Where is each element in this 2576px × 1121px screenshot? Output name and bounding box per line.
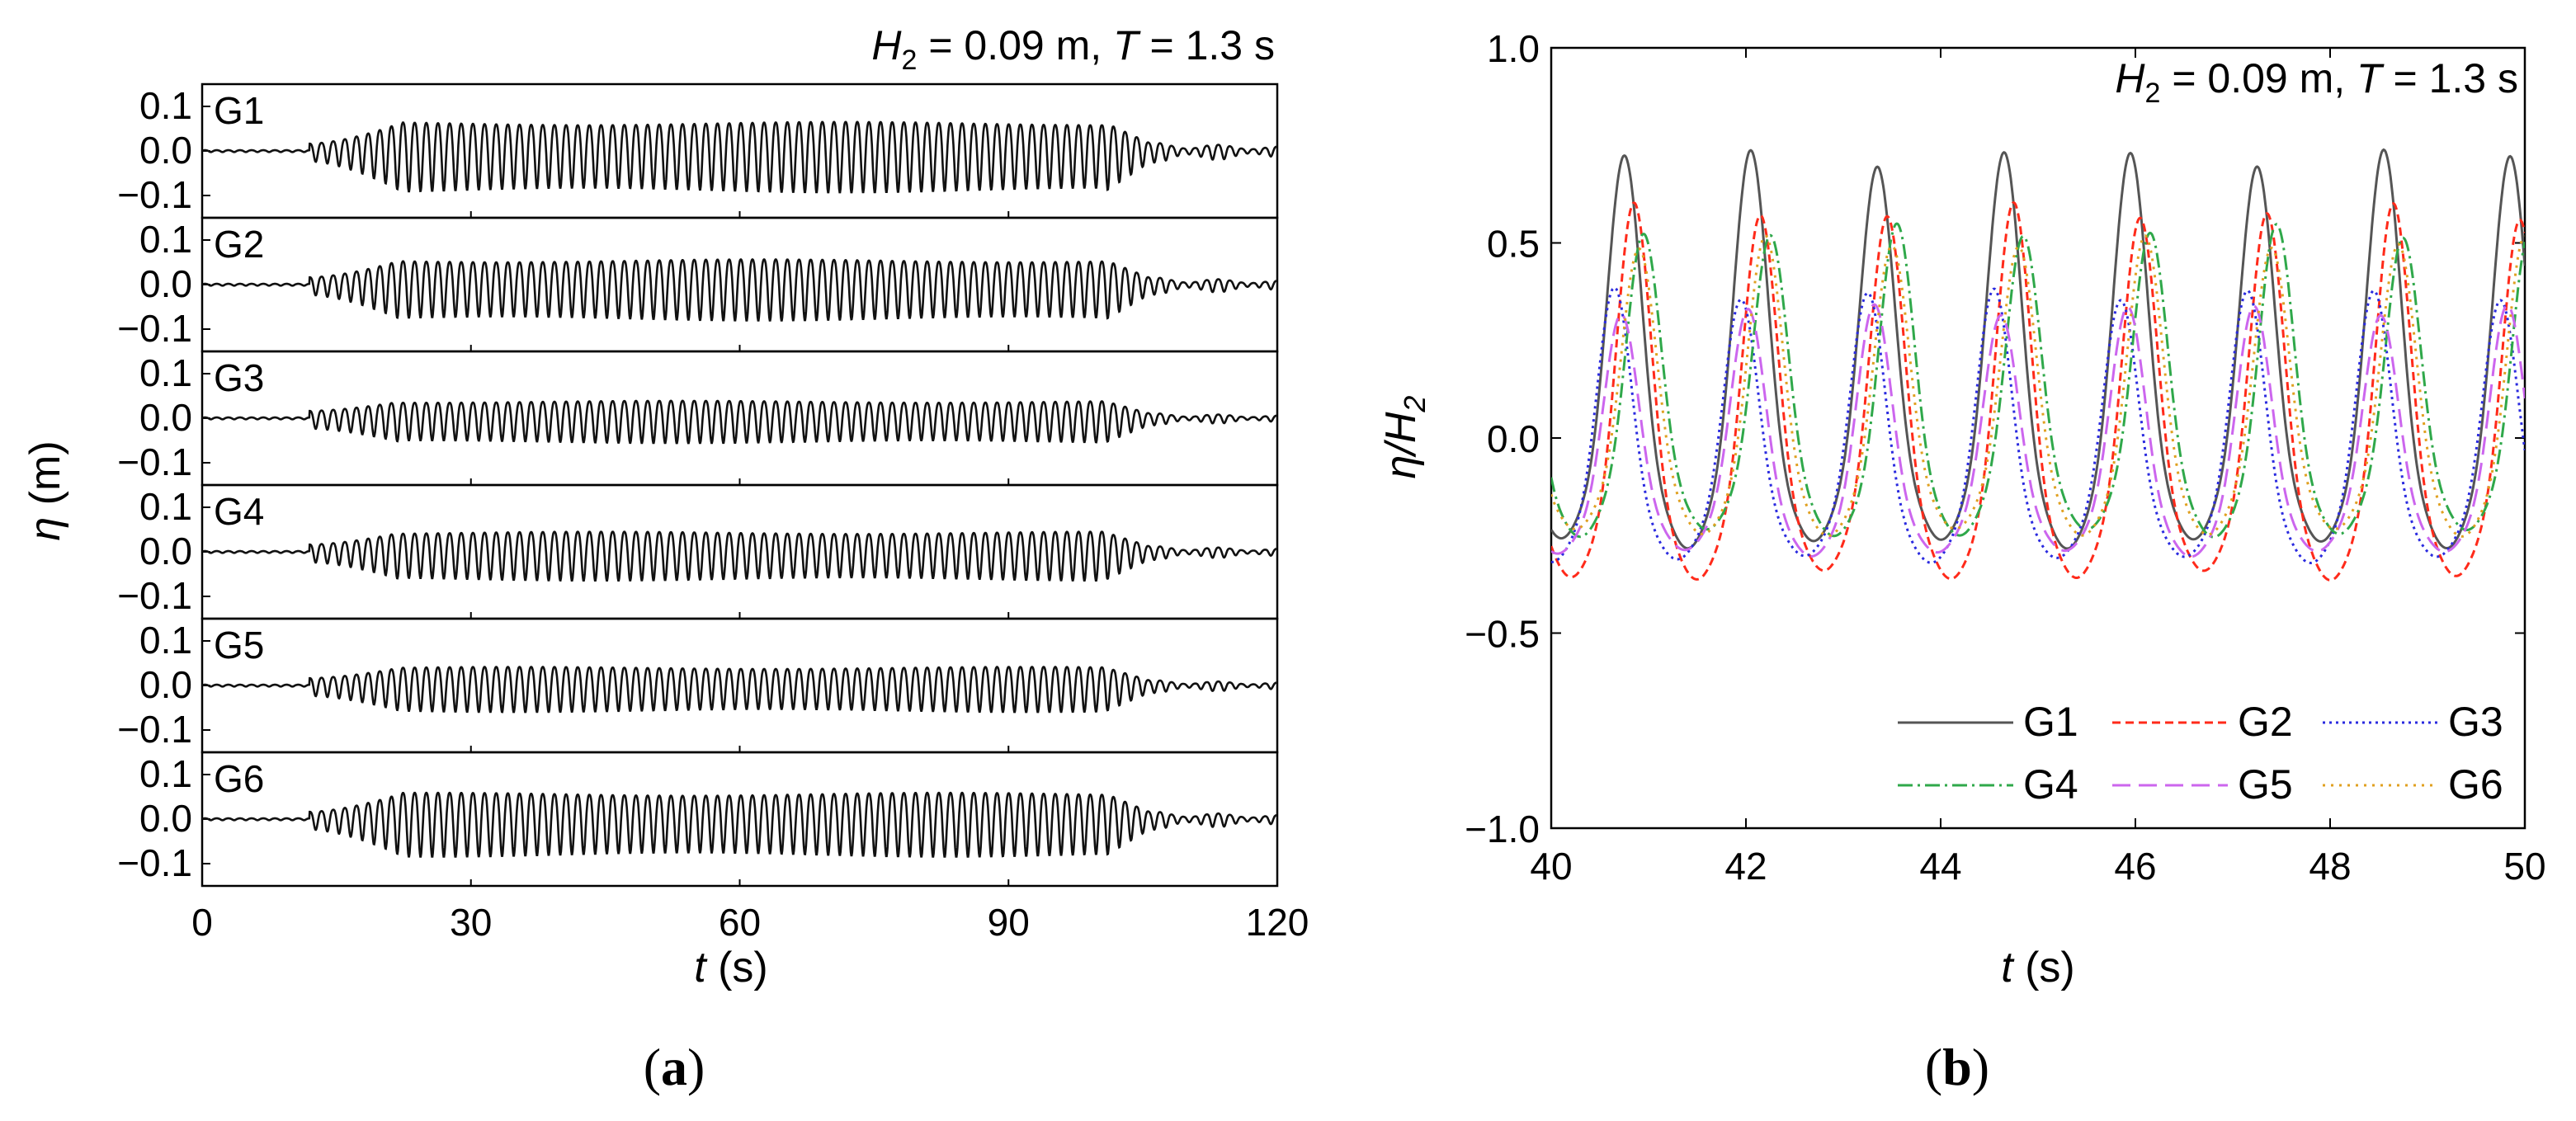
y-tick-label: 0.0 xyxy=(139,797,192,840)
panel-a-x-ticks: 0 30 60 90 120 xyxy=(191,901,1309,944)
x-tick-label: 30 xyxy=(450,901,492,944)
y-tick-label: 0.1 xyxy=(139,619,192,662)
y-tick-label: 0.1 xyxy=(139,218,192,261)
y-tick-label: −0.5 xyxy=(1465,613,1540,656)
gauge-label: G4 xyxy=(214,490,264,533)
y-tick-label: 0.1 xyxy=(139,351,192,394)
gauge-label: G1 xyxy=(214,89,264,132)
gauge-trace-g3 xyxy=(201,399,1278,445)
panel-b-caption: (b) xyxy=(1925,1038,1989,1096)
y-tick-label: −0.1 xyxy=(117,841,192,884)
y-tick-label: 0.0 xyxy=(139,396,192,439)
panel-a-x-axis-label: t (s) xyxy=(694,944,768,991)
legend-entry-g6: G6 xyxy=(2323,761,2503,808)
gauge-label: G2 xyxy=(214,223,264,266)
legend-entry-g2: G2 xyxy=(2112,699,2293,745)
y-tick-label: 0.5 xyxy=(1487,223,1540,266)
panel-a-subplots: 0.10.0−0.1G10.10.0−0.1G20.10.0−0.1G30.10… xyxy=(117,82,1279,888)
legend-label: G1 xyxy=(2023,699,2078,745)
panel-b-series xyxy=(1551,148,2525,582)
y-tick-label: −1.0 xyxy=(1465,808,1540,850)
panel-b-annotation: H2 = 0.09 m, T = 1.3 s xyxy=(2115,55,2518,109)
series-line-g5 xyxy=(1551,303,2525,558)
legend-label: G4 xyxy=(2023,761,2078,808)
y-tick-label: 0.1 xyxy=(139,752,192,795)
legend-label: G6 xyxy=(2448,761,2503,808)
y-tick-label: 0.1 xyxy=(139,84,192,127)
series-line-g4 xyxy=(1551,222,2525,539)
legend-entry-g5: G5 xyxy=(2112,761,2293,808)
legend-label: G3 xyxy=(2448,699,2503,745)
y-tick-label: 1.0 xyxy=(1487,27,1540,70)
panel-a-caption: (a) xyxy=(644,1038,705,1096)
legend-label: G2 xyxy=(2238,699,2293,745)
y-tick-label: −0.1 xyxy=(117,307,192,350)
gauge-trace-g4 xyxy=(201,530,1278,582)
gauge-trace-g2 xyxy=(201,258,1278,322)
x-tick-label: 90 xyxy=(988,901,1030,944)
subplot-g5: 0.10.0−0.1 G5 xyxy=(117,617,1279,754)
series-line-g6 xyxy=(1551,234,2525,538)
x-tick-label: 60 xyxy=(719,901,761,944)
gauge-trace-g6 xyxy=(201,791,1278,858)
y-tick-label: 0.0 xyxy=(139,530,192,572)
gauge-label: G3 xyxy=(214,356,264,399)
subplot-g6: 0.10.0−0.1 G6 xyxy=(117,751,1279,888)
legend-label: G5 xyxy=(2238,761,2293,808)
y-tick-label: 0.0 xyxy=(139,129,192,172)
y-tick-label: −0.1 xyxy=(117,574,192,617)
y-tick-label: 0.1 xyxy=(139,485,192,528)
panel-b-ticks: 1.0 0.5 0.0 −0.5 −1.040 42 44 46 48 50 xyxy=(1465,27,2545,888)
series-line-g2 xyxy=(1551,200,2525,582)
x-tick-label: 0 xyxy=(191,901,213,944)
gauge-trace-g5 xyxy=(201,666,1278,714)
y-tick-label: −0.1 xyxy=(117,173,192,216)
y-tick-label: 0.0 xyxy=(1487,417,1540,460)
series-line-g1 xyxy=(1551,148,2525,550)
panel-a-annotation: H2 = 0.09 m, T = 1.3 s xyxy=(871,22,1275,76)
legend-entry-g3: G3 xyxy=(2323,699,2503,745)
x-tick-label: 120 xyxy=(1246,901,1309,944)
panel-b-legend: G1 G2 G3 G4 G5 G6 xyxy=(1898,699,2503,808)
gauge-label: G6 xyxy=(214,757,264,800)
legend-entry-g4: G4 xyxy=(1898,761,2078,808)
y-tick-label: −0.1 xyxy=(117,708,192,751)
panel-b: 1.0 0.5 0.0 −0.5 −1.040 42 44 46 48 50 H2 = 0.09 … xyxy=(1377,27,2546,1096)
subplot-g3: 0.10.0−0.1 G3 xyxy=(117,350,1279,487)
subplot-g1: 0.10.0−0.1 G1 xyxy=(117,82,1279,219)
gauge-label: G5 xyxy=(214,624,264,666)
subplot-g2: 0.10.0−0.1 G2 xyxy=(117,216,1279,353)
x-tick-label: 40 xyxy=(1530,845,1572,888)
legend-entry-g1: G1 xyxy=(1898,699,2078,745)
panel-b-y-axis-label: η/H2 xyxy=(1377,396,1432,479)
x-tick-label: 48 xyxy=(2309,845,2351,888)
subplot-g4: 0.10.0−0.1 G4 xyxy=(117,483,1279,620)
gauge-trace-g1 xyxy=(201,120,1278,194)
panel-a: H2 = 0.09 m, T = 1.3 s 0.10.0−0.1G10.10.… xyxy=(21,22,1309,1096)
y-tick-label: 0.0 xyxy=(139,262,192,305)
panel-a-y-axis-label: η (m) xyxy=(21,440,69,540)
x-tick-label: 42 xyxy=(1724,845,1767,888)
x-tick-label: 46 xyxy=(2114,845,2156,888)
x-tick-label: 50 xyxy=(2503,845,2545,888)
panel-b-x-axis-label: t (s) xyxy=(2001,944,2075,991)
y-tick-label: 0.0 xyxy=(139,663,192,706)
y-tick-label: −0.1 xyxy=(117,440,192,483)
x-tick-label: 44 xyxy=(1919,845,1961,888)
